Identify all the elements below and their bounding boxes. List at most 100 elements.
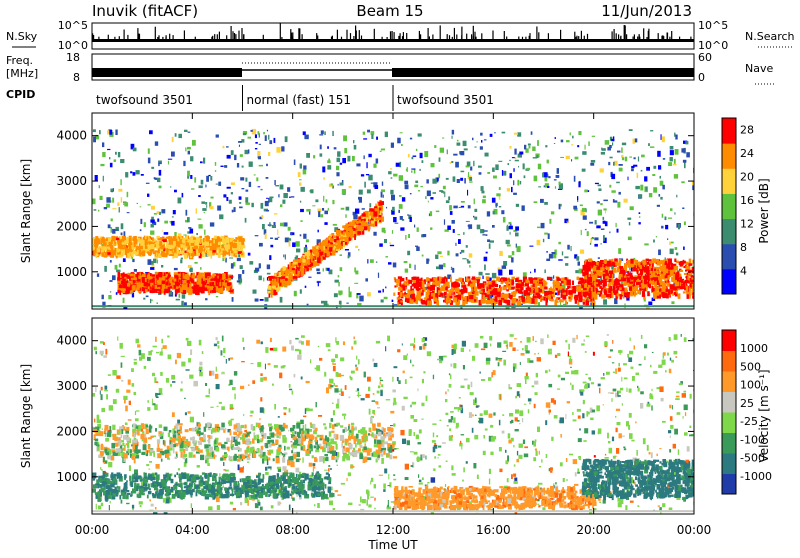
echo-feature	[619, 274, 623, 277]
noise-spike	[474, 32, 475, 39]
echo-scatter	[368, 175, 372, 181]
echo-scatter	[190, 156, 193, 161]
echo-feature	[559, 299, 562, 302]
echo-feature	[373, 211, 377, 216]
echo-feature	[116, 238, 119, 241]
echo-scatter	[210, 222, 214, 226]
echo-scatter	[404, 261, 408, 263]
echo-scatter	[670, 146, 674, 150]
echo-feature	[132, 254, 134, 258]
echo-scatter	[363, 132, 365, 135]
echo-scatter	[413, 156, 417, 157]
echo-scatter	[545, 177, 548, 181]
echo-scatter	[418, 133, 422, 136]
echo-feature	[219, 274, 222, 278]
echo-scatter	[364, 182, 366, 188]
echo-feature	[689, 259, 692, 264]
echo-scatter	[404, 181, 408, 185]
echo-feature	[475, 291, 479, 296]
echo-scatter	[94, 209, 97, 211]
echo-scatter	[124, 202, 128, 206]
nave-label: Nave	[745, 62, 773, 75]
echo-scatter	[237, 258, 241, 261]
echo-scatter	[111, 227, 113, 233]
echo-scatter	[359, 296, 363, 302]
echo-scatter	[669, 242, 671, 246]
noise-spike	[350, 33, 351, 39]
echo-scatter	[151, 261, 154, 265]
echo-scatter	[444, 192, 445, 198]
echo-feature	[505, 300, 509, 304]
echo-scatter	[327, 160, 330, 163]
echo-feature	[316, 246, 318, 249]
echo-scatter	[265, 297, 269, 301]
echo-scatter	[452, 130, 454, 135]
echo-scatter	[269, 222, 270, 226]
echo-feature	[223, 251, 227, 255]
echo-scatter	[466, 245, 468, 248]
echo-scatter	[174, 190, 177, 193]
echo-feature	[601, 280, 605, 284]
echo-scatter	[155, 141, 158, 145]
echo-scatter	[265, 135, 267, 141]
echo-scatter	[323, 268, 324, 271]
echo-feature	[162, 285, 165, 291]
echo-scatter	[299, 179, 301, 180]
echo-scatter	[134, 269, 137, 272]
echo-scatter	[639, 216, 640, 218]
echo-scatter	[426, 179, 429, 183]
echo-scatter	[151, 300, 152, 302]
echo-scatter	[281, 146, 284, 151]
echo-feature	[474, 284, 476, 286]
echo-scatter	[168, 161, 169, 165]
echo-feature	[634, 281, 636, 286]
echo-scatter	[660, 176, 662, 179]
echo-scatter	[560, 157, 564, 158]
echo-scatter	[467, 259, 469, 261]
echo-scatter	[653, 166, 656, 169]
echo-scatter	[148, 158, 151, 164]
echo-scatter	[553, 275, 554, 278]
echo-scatter	[187, 147, 191, 150]
echo-scatter	[108, 224, 111, 228]
echo-scatter	[662, 185, 665, 190]
echo-feature	[561, 290, 563, 296]
echo-feature	[646, 282, 650, 284]
echo-feature	[556, 288, 558, 291]
echo-scatter	[308, 277, 311, 278]
echo-feature	[222, 273, 226, 279]
echo-scatter	[121, 197, 122, 203]
echo-scatter	[267, 130, 268, 132]
echo-feature	[630, 259, 633, 264]
noise-spike	[400, 33, 401, 39]
echo-feature	[305, 252, 309, 256]
echo-scatter	[100, 164, 104, 166]
echo-scatter	[453, 154, 457, 156]
echo-feature	[565, 277, 567, 280]
echo-scatter	[392, 300, 394, 302]
echo-feature	[601, 288, 603, 292]
echo-scatter	[405, 235, 406, 240]
echo-scatter	[280, 297, 283, 303]
echo-scatter	[174, 232, 176, 236]
echo-scatter	[461, 171, 465, 173]
echo-scatter	[424, 151, 428, 157]
echo-feature	[269, 294, 271, 298]
echo-scatter	[239, 207, 243, 209]
echo-scatter	[473, 216, 474, 218]
echo-scatter	[306, 209, 310, 212]
echo-feature	[180, 289, 183, 293]
echo-feature	[564, 280, 567, 285]
echo-scatter	[231, 263, 234, 268]
echo-feature	[600, 267, 604, 271]
echo-scatter	[393, 174, 397, 177]
echo-scatter	[678, 224, 680, 229]
echo-scatter	[383, 289, 384, 293]
echo-scatter	[249, 261, 253, 265]
echo-feature	[183, 245, 186, 251]
echo-feature	[654, 277, 658, 281]
echo-feature	[177, 283, 180, 287]
echo-scatter	[99, 185, 100, 188]
echo-scatter	[628, 177, 629, 181]
echo-scatter	[598, 257, 600, 259]
